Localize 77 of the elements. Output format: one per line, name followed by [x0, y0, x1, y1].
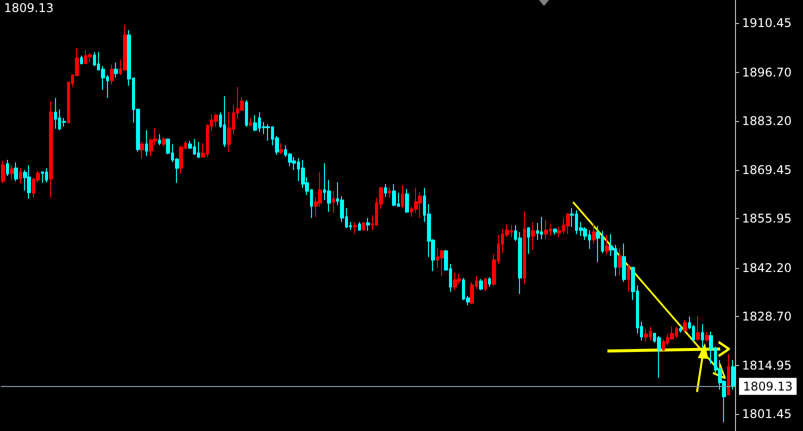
candlestick — [93, 51, 96, 66]
candlestick — [622, 242, 626, 282]
candlestick — [145, 130, 148, 156]
candlestick — [392, 183, 396, 207]
candlestick — [527, 226, 530, 254]
candlestick — [657, 335, 661, 378]
candlestick — [158, 134, 161, 146]
candlestick — [553, 228, 557, 236]
candlestick — [88, 52, 92, 63]
candlestick — [592, 224, 596, 245]
candlestick — [279, 142, 283, 155]
ref-line-label: 1809.13 — [743, 379, 793, 394]
candlestick — [110, 64, 114, 86]
candlestick — [605, 234, 609, 256]
y-tick-label: 1814.95 — [742, 358, 792, 373]
candlestick — [727, 353, 730, 396]
candlestick — [731, 360, 735, 390]
candlestick — [453, 272, 457, 291]
candlestick — [531, 221, 535, 250]
y-tick-label: 1855.95 — [742, 212, 792, 226]
candlestick — [683, 319, 687, 332]
candlestick — [140, 141, 144, 160]
candlestick — [484, 277, 487, 292]
y-tick-label: 1910.45 — [742, 16, 792, 30]
candlestick — [223, 96, 226, 148]
candlestick — [644, 328, 648, 342]
candlestick — [19, 168, 22, 184]
y-tick-label: 1842.20 — [742, 260, 792, 275]
candlestick — [679, 325, 682, 334]
candlestick — [54, 97, 57, 130]
candlestick — [405, 188, 409, 214]
candlestick — [27, 164, 31, 200]
candlestick — [197, 141, 200, 159]
candlestick — [384, 183, 387, 198]
candlestick — [627, 264, 630, 292]
candlestick — [523, 210, 526, 284]
candlestick — [488, 276, 491, 288]
candlestick — [696, 315, 700, 342]
candlestick — [14, 162, 18, 182]
candlestick — [353, 221, 357, 235]
candlestick — [596, 225, 600, 263]
y-tick-label: 1896.70 — [742, 65, 792, 80]
candlestick — [253, 114, 257, 132]
candlestick — [249, 117, 252, 127]
candlestick — [440, 249, 444, 277]
y-tick-label: 1828.70 — [742, 309, 792, 324]
candlestick — [618, 248, 622, 276]
candlestick — [6, 159, 9, 177]
candlestick — [266, 124, 270, 142]
candlestick — [366, 218, 370, 232]
candlestick — [362, 221, 365, 231]
candlestick — [540, 216, 543, 240]
y-tick-label: 1869.45 — [742, 163, 792, 178]
candlestick — [705, 332, 709, 342]
candlestick — [214, 114, 218, 128]
y-tick-label: 1801.45 — [742, 406, 792, 421]
candlestick — [80, 55, 83, 66]
candlestick — [114, 62, 118, 78]
candlestick — [566, 212, 570, 235]
candlestick — [45, 168, 48, 184]
annotation: 1809.13 — [4, 1, 54, 15]
candlestick — [332, 190, 335, 214]
candlestick — [162, 136, 166, 148]
candlestick — [479, 278, 483, 291]
candlestick — [10, 164, 14, 180]
candlestick — [401, 184, 404, 208]
candlestick — [701, 324, 704, 348]
candlestick — [49, 100, 53, 198]
candlestick — [245, 100, 248, 128]
candlestick — [418, 192, 422, 219]
candlestick — [388, 186, 391, 198]
candlestick — [41, 170, 44, 184]
candlestick — [1, 160, 5, 184]
y-tick-label: 1883.20 — [742, 114, 792, 128]
candlestick — [123, 24, 127, 72]
candlestick — [358, 221, 361, 232]
candlestick — [544, 220, 548, 240]
